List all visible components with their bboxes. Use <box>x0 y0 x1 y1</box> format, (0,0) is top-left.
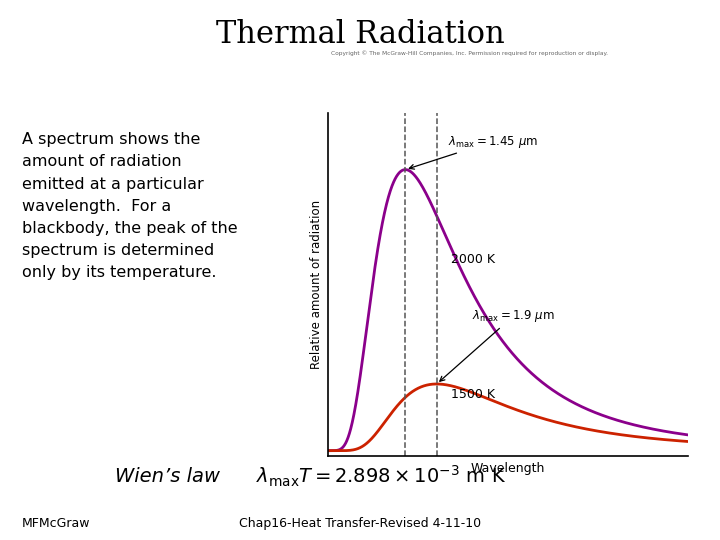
Text: Wien’s law: Wien’s law <box>115 467 220 486</box>
Text: 2000 K: 2000 K <box>451 253 495 266</box>
Y-axis label: Relative amount of radiation: Relative amount of radiation <box>310 200 323 369</box>
Text: $\lambda_{\mathrm{max}}T = 2.898\times10^{-3}\ \mathrm{m\ K}$: $\lambda_{\mathrm{max}}T = 2.898\times10… <box>256 464 506 489</box>
Text: 1500 K: 1500 K <box>451 388 495 401</box>
Text: A spectrum shows the
amount of radiation
emitted at a particular
wavelength.  Fo: A spectrum shows the amount of radiation… <box>22 132 237 280</box>
X-axis label: Wavelength: Wavelength <box>470 462 545 475</box>
Text: Thermal Radiation: Thermal Radiation <box>215 19 505 50</box>
Text: MFMcGraw: MFMcGraw <box>22 517 90 530</box>
Text: $\lambda_{\mathrm{max}} = 1.9\ \mu$m: $\lambda_{\mathrm{max}} = 1.9\ \mu$m <box>440 308 555 381</box>
Text: Copyright © The McGraw-Hill Companies, Inc. Permission required for reproduction: Copyright © The McGraw-Hill Companies, I… <box>331 50 608 56</box>
Text: $\lambda_{\mathrm{max}} = 1.45\ \mu$m: $\lambda_{\mathrm{max}} = 1.45\ \mu$m <box>410 133 538 169</box>
Text: Chap16-Heat Transfer-Revised 4-11-10: Chap16-Heat Transfer-Revised 4-11-10 <box>239 517 481 530</box>
